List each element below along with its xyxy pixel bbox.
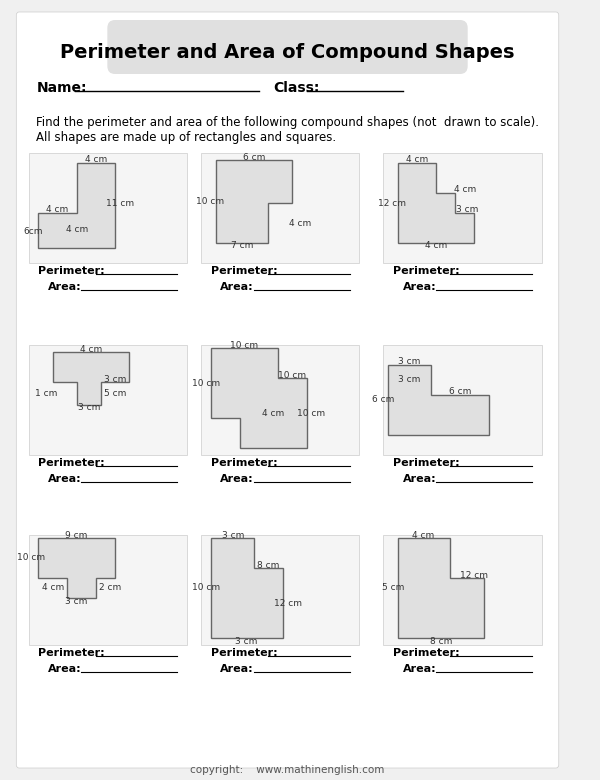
- Text: 5 cm: 5 cm: [382, 583, 404, 593]
- Text: copyright:    www.mathinenglish.com: copyright: www.mathinenglish.com: [190, 765, 385, 775]
- Text: 4 cm: 4 cm: [425, 242, 447, 250]
- Text: 3 cm: 3 cm: [455, 205, 478, 215]
- Text: Perimeter:: Perimeter:: [38, 648, 105, 658]
- Polygon shape: [398, 163, 475, 243]
- Text: 6 cm: 6 cm: [243, 153, 265, 161]
- FancyBboxPatch shape: [201, 153, 359, 263]
- Text: 3 cm: 3 cm: [398, 375, 421, 385]
- Text: 3 cm: 3 cm: [65, 597, 88, 605]
- Text: Area:: Area:: [48, 474, 82, 484]
- Text: 12 cm: 12 cm: [274, 598, 302, 608]
- Text: Perimeter:: Perimeter:: [393, 266, 460, 276]
- Polygon shape: [211, 538, 283, 638]
- Polygon shape: [388, 365, 489, 435]
- Text: 10 cm: 10 cm: [230, 341, 259, 349]
- Text: 3 cm: 3 cm: [398, 357, 421, 367]
- FancyBboxPatch shape: [29, 345, 187, 455]
- Text: 10 cm: 10 cm: [192, 583, 220, 593]
- Text: Area:: Area:: [403, 664, 436, 674]
- Text: Perimeter:: Perimeter:: [393, 648, 460, 658]
- Text: 4 cm: 4 cm: [65, 225, 88, 235]
- Text: 1 cm: 1 cm: [35, 388, 57, 398]
- Polygon shape: [215, 160, 292, 243]
- FancyBboxPatch shape: [201, 345, 359, 455]
- Text: 4 cm: 4 cm: [262, 409, 284, 417]
- Text: Area:: Area:: [403, 282, 436, 292]
- Text: 8 cm: 8 cm: [430, 636, 452, 646]
- Text: 12 cm: 12 cm: [460, 570, 488, 580]
- Text: Find the perimeter and area of the following compound shapes (not  drawn to scal: Find the perimeter and area of the follo…: [37, 116, 539, 144]
- Text: Perimeter:: Perimeter:: [38, 266, 105, 276]
- Text: Perimeter:: Perimeter:: [211, 266, 277, 276]
- Text: Area:: Area:: [220, 282, 254, 292]
- Text: 4 cm: 4 cm: [412, 530, 435, 540]
- Text: 6 cm: 6 cm: [372, 395, 395, 405]
- Text: 4 cm: 4 cm: [41, 583, 64, 593]
- Polygon shape: [211, 348, 307, 448]
- Polygon shape: [38, 538, 115, 598]
- FancyBboxPatch shape: [29, 535, 187, 645]
- Text: Perimeter:: Perimeter:: [38, 458, 105, 468]
- Text: 7 cm: 7 cm: [231, 242, 254, 250]
- FancyBboxPatch shape: [383, 535, 542, 645]
- Text: Area:: Area:: [220, 664, 254, 674]
- Polygon shape: [53, 352, 130, 405]
- Text: 4 cm: 4 cm: [406, 155, 428, 165]
- Text: 3 cm: 3 cm: [104, 374, 126, 384]
- Text: 6cm: 6cm: [24, 226, 43, 236]
- Text: Area:: Area:: [48, 282, 82, 292]
- Text: Class:: Class:: [273, 81, 320, 95]
- FancyBboxPatch shape: [29, 153, 187, 263]
- Text: 4 cm: 4 cm: [85, 155, 107, 165]
- FancyBboxPatch shape: [383, 345, 542, 455]
- Text: Name:: Name:: [37, 81, 87, 95]
- FancyBboxPatch shape: [16, 12, 559, 768]
- Text: 4 cm: 4 cm: [80, 345, 102, 353]
- Text: 5 cm: 5 cm: [104, 389, 126, 399]
- Text: 10 cm: 10 cm: [278, 370, 307, 380]
- Text: 4 cm: 4 cm: [289, 218, 311, 228]
- Text: Area:: Area:: [48, 664, 82, 674]
- Text: 4 cm: 4 cm: [46, 205, 68, 215]
- Text: 9 cm: 9 cm: [65, 530, 88, 540]
- Text: 3 cm: 3 cm: [78, 403, 100, 413]
- Text: 3 cm: 3 cm: [235, 636, 257, 646]
- Text: 10 cm: 10 cm: [298, 409, 326, 417]
- Text: 2 cm: 2 cm: [99, 583, 121, 593]
- Text: 11 cm: 11 cm: [106, 198, 134, 207]
- Text: 10 cm: 10 cm: [17, 554, 45, 562]
- Text: 4 cm: 4 cm: [454, 186, 476, 194]
- Text: Perimeter:: Perimeter:: [393, 458, 460, 468]
- Text: Area:: Area:: [403, 474, 436, 484]
- Text: 6 cm: 6 cm: [449, 388, 471, 396]
- Text: 3 cm: 3 cm: [222, 530, 244, 540]
- Text: Perimeter and Area of Compound Shapes: Perimeter and Area of Compound Shapes: [60, 42, 515, 62]
- Text: Perimeter:: Perimeter:: [211, 648, 277, 658]
- Text: Area:: Area:: [220, 474, 254, 484]
- Text: 10 cm: 10 cm: [192, 378, 220, 388]
- FancyBboxPatch shape: [383, 153, 542, 263]
- Polygon shape: [38, 163, 115, 248]
- Text: 12 cm: 12 cm: [378, 198, 406, 207]
- Text: 10 cm: 10 cm: [196, 197, 224, 205]
- Polygon shape: [398, 538, 484, 638]
- Text: Perimeter:: Perimeter:: [211, 458, 277, 468]
- FancyBboxPatch shape: [201, 535, 359, 645]
- FancyBboxPatch shape: [107, 20, 468, 74]
- Text: 8 cm: 8 cm: [257, 561, 280, 569]
